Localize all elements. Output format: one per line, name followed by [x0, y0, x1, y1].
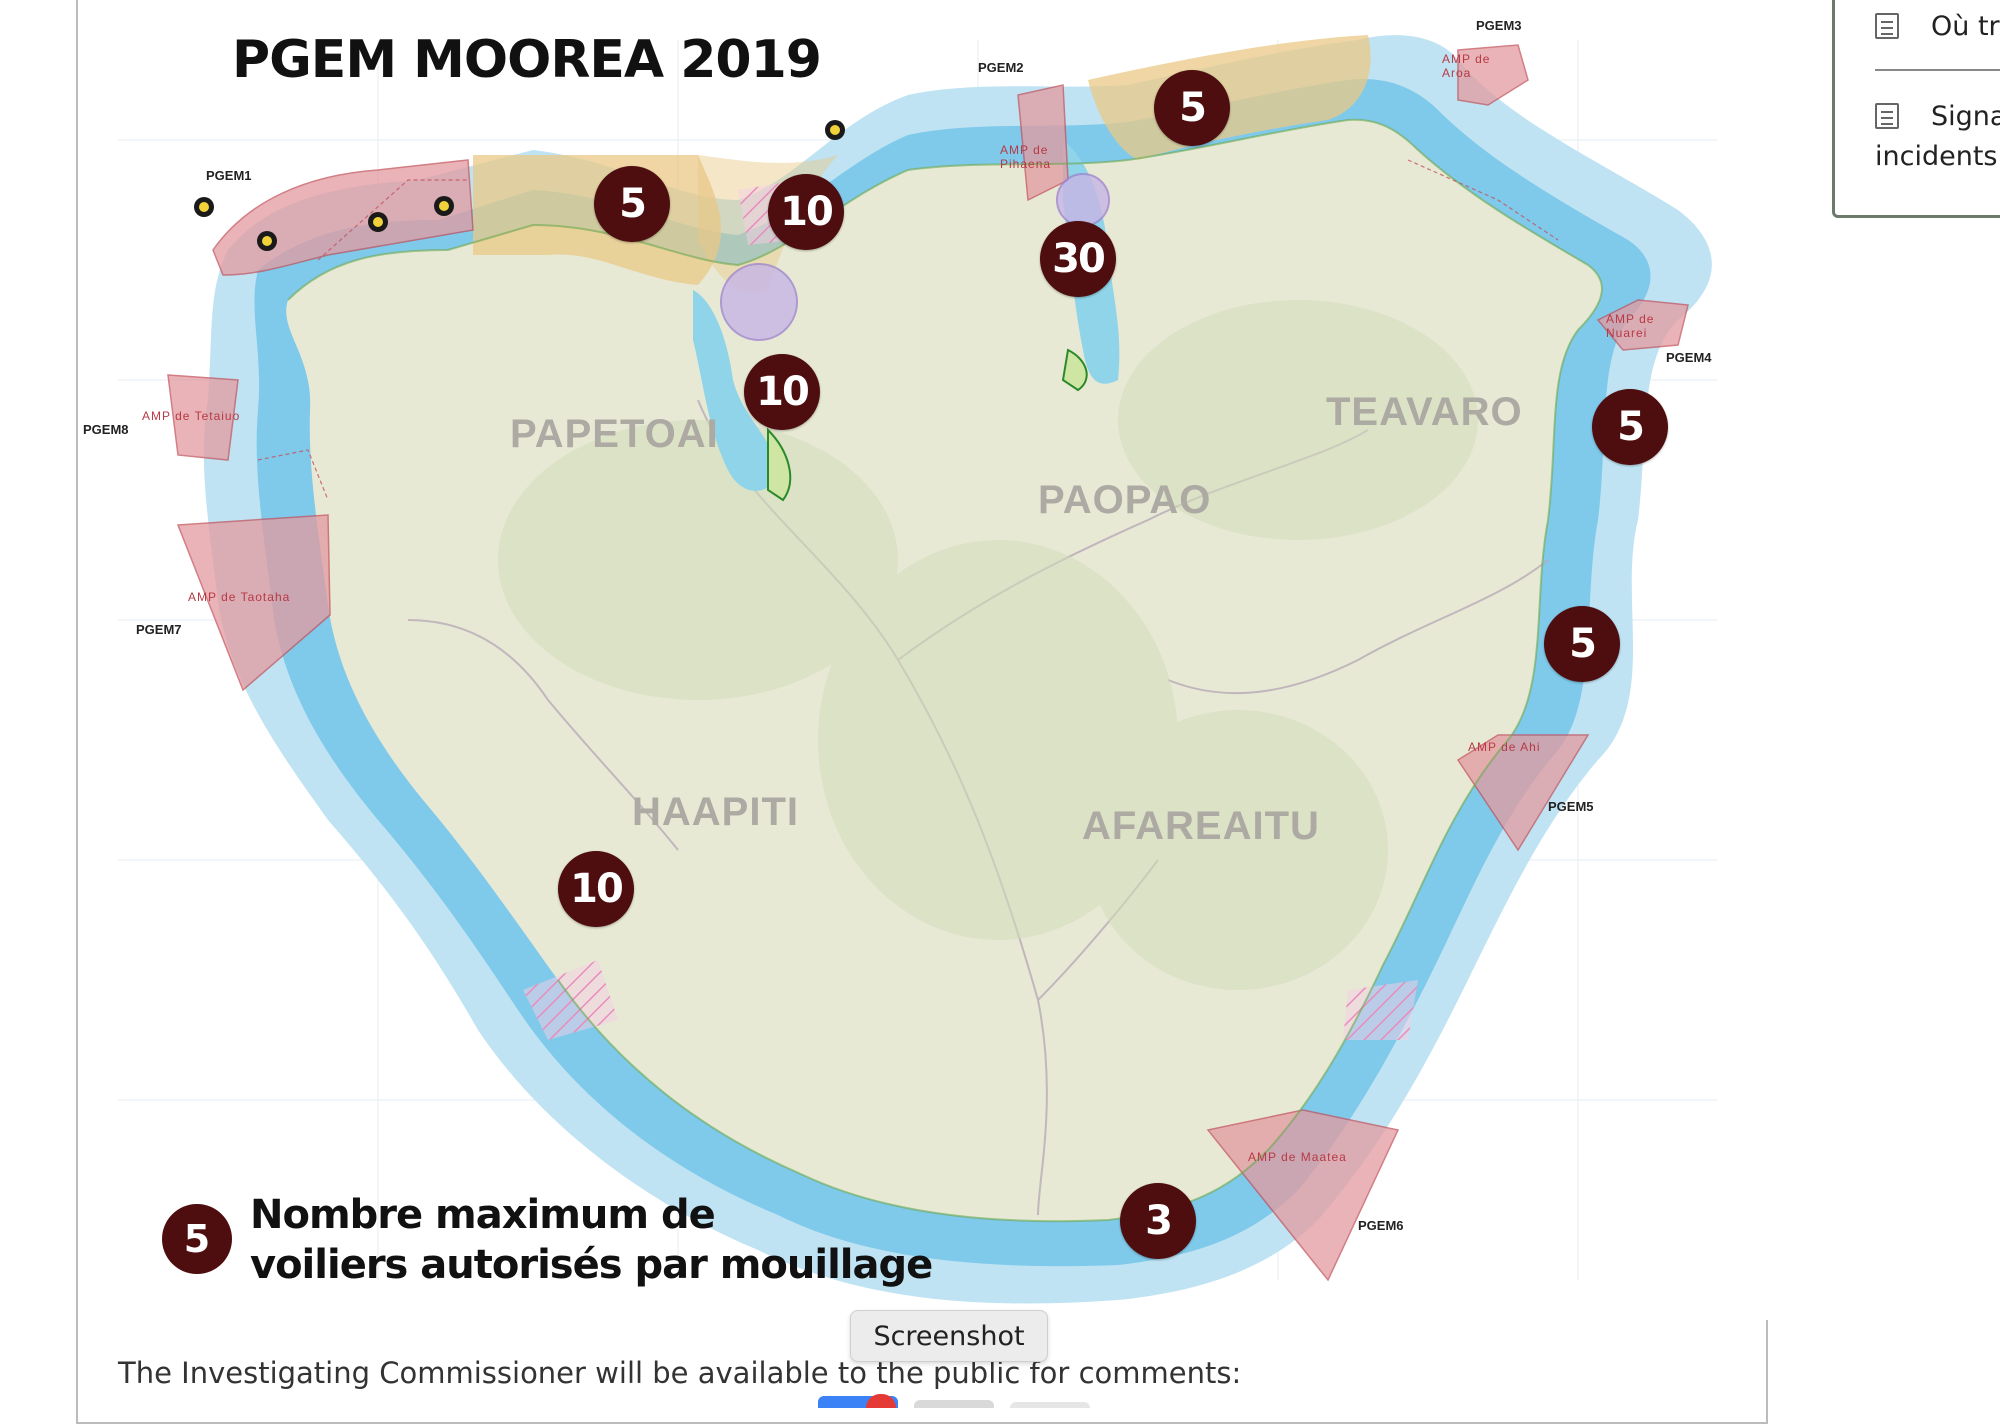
- marine-area-label: AMP de Ahi: [1468, 740, 1541, 754]
- side-panel: Où tro Signal incidents: [1832, 0, 2000, 218]
- mooring-circle-opunohu: [720, 263, 798, 341]
- zone-label: PGEM8: [83, 422, 129, 437]
- opunohu-bay: [693, 290, 778, 491]
- marine-area-label: AMP de Aroa: [1442, 52, 1491, 80]
- marine-area-label: AMP de Nuarei: [1606, 312, 1655, 340]
- legend-line-1: Nombre maximum de: [250, 1192, 716, 1238]
- side-link-incidents[interactable]: incidents: [1875, 141, 1998, 172]
- amp-nuarei: [1596, 299, 1689, 351]
- amp-pgem1: [212, 159, 474, 276]
- anchorage-limit-badge: 5: [594, 166, 670, 242]
- marine-area-label: AMP de Taotaha: [188, 590, 291, 604]
- side-link-signaler[interactable]: Signal: [1931, 101, 2000, 132]
- district-label: PAOPAO: [1038, 478, 1212, 522]
- anchorage-limit-badge: 5: [1592, 389, 1668, 465]
- zone-label: PGEM7: [136, 622, 182, 637]
- screenshot-tooltip: Screenshot: [850, 1310, 1048, 1362]
- marine-area-label: AMP de Tetaiuo: [142, 409, 241, 423]
- anchorage-limit-badge: 5: [1544, 606, 1620, 682]
- zone-label: PGEM2: [978, 60, 1024, 75]
- anchorage-limit-badge: 30: [1040, 221, 1116, 297]
- zone-label: PGEM3: [1476, 18, 1522, 33]
- document-icon: [1875, 13, 1899, 39]
- marine-area-label: AMP de Maatea: [1248, 1150, 1347, 1164]
- fishing-zone-maharepa: [1088, 35, 1371, 160]
- body-paragraph: The Investigating Commissioner will be a…: [118, 1356, 1242, 1390]
- amp-maatea: [1206, 1109, 1400, 1282]
- legend-line-2: voiliers autorisés par mouillage: [250, 1242, 933, 1288]
- mooring-circle-cook: [1056, 173, 1110, 227]
- district-label: AFAREAITU: [1082, 804, 1320, 848]
- amp-taotaha: [176, 514, 331, 692]
- zone-label: PGEM6: [1358, 1218, 1404, 1233]
- district-label: PAPETOAI: [510, 412, 719, 456]
- district-label: HAAPITI: [632, 790, 799, 834]
- dock-app-icon[interactable]: [914, 1400, 994, 1408]
- marine-area-label: AMP de Pihaena: [1000, 143, 1052, 171]
- moorea-map: [78, 0, 1768, 1320]
- anchorage-limit-badge: 10: [768, 174, 844, 250]
- side-divider: [1875, 69, 2000, 71]
- amp-tetaiuo: [167, 374, 239, 461]
- anchorage-limit-badge: 3: [1120, 1183, 1196, 1259]
- anchorage-limit-badge: 5: [1154, 70, 1230, 146]
- hatched-zone-east: [1343, 980, 1418, 1040]
- hatched-zone-west: [523, 960, 618, 1040]
- district-label: TEAVARO: [1326, 390, 1523, 434]
- dock-app-icon[interactable]: [1010, 1402, 1090, 1408]
- legend-text: Nombre maximum de voiliers autorisés par…: [250, 1190, 970, 1290]
- zone-label: PGEM1: [206, 168, 252, 183]
- zone-label: PGEM5: [1548, 799, 1594, 814]
- document-icon: [1875, 103, 1899, 129]
- map-title: PGEM MOOREA 2019: [232, 30, 822, 90]
- side-link-ou-trouver[interactable]: Où tro: [1931, 11, 2000, 42]
- map-image: PGEM MOOREA 2019 PGEM1 PGEM2 PGEM3 PGEM4…: [78, 0, 1768, 1320]
- zone-label: PGEM4: [1666, 350, 1712, 365]
- anchorage-limit-badge: 10: [744, 354, 820, 430]
- notification-badge: [866, 1394, 896, 1408]
- anchorage-limit-badge: 10: [558, 851, 634, 927]
- amp-aroa: [1457, 44, 1529, 106]
- legend-badge: 5: [162, 1204, 232, 1274]
- amp-ahi: [1456, 734, 1590, 852]
